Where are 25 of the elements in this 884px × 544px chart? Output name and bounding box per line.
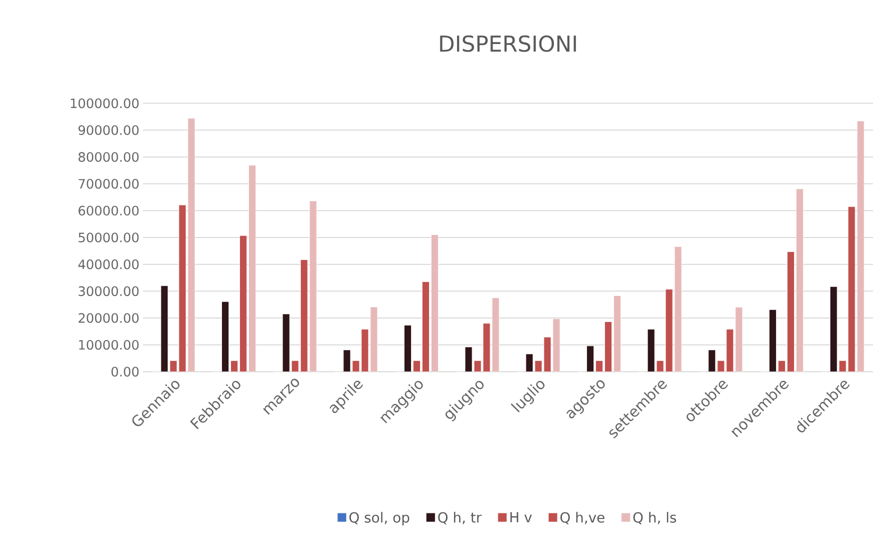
- bar: [848, 206, 856, 372]
- bar: [482, 323, 490, 372]
- legend-label: Q h, ls: [633, 512, 676, 524]
- chart-title: DISPERSIONI: [440, 35, 576, 52]
- y-tick-label: 50000.00: [78, 232, 139, 242]
- bar: [787, 252, 794, 372]
- y-tick-label: 100000.00: [70, 98, 139, 108]
- y-tick-label: 80000.00: [78, 152, 139, 162]
- bar: [300, 260, 308, 372]
- y-tick-label: 90000.00: [78, 125, 139, 136]
- bar: [604, 322, 612, 372]
- legend-label: Q h,ve: [560, 512, 604, 524]
- y-tick-label: 0.00: [112, 366, 139, 377]
- legend-label: Q sol, op: [349, 512, 410, 526]
- y-tick-label: 10000.00: [79, 340, 139, 350]
- y-tick-label: 70000.00: [78, 178, 139, 189]
- bar: [422, 282, 430, 372]
- y-tick-label: 40000.00: [78, 259, 139, 270]
- legend-label: Q h, tr: [438, 512, 482, 524]
- legend-label: H v: [510, 512, 532, 522]
- y-tick-label: 60000.00: [78, 206, 139, 216]
- y-tick-label: 20000.00: [78, 313, 139, 323]
- y-tick-label: 30000.00: [78, 286, 139, 296]
- bar: [240, 235, 247, 372]
- bar: [665, 289, 673, 372]
